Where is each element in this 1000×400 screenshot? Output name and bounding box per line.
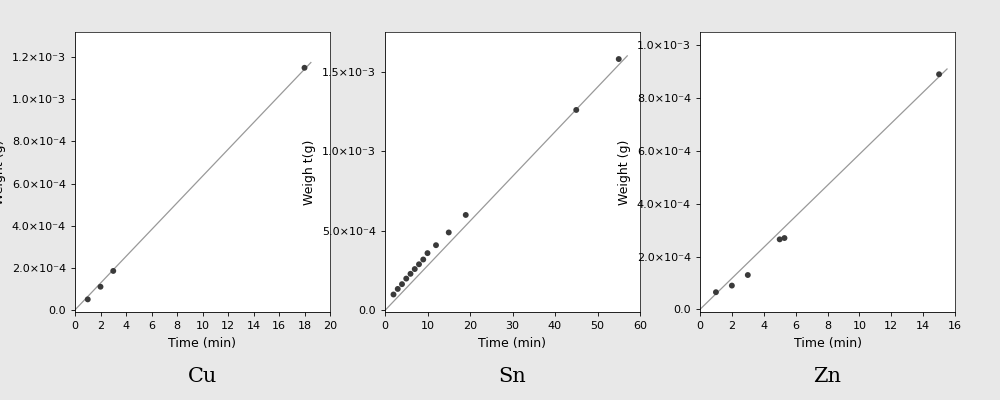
Point [708, 289, 724, 295]
Point [394, 281, 410, 287]
Point [740, 272, 756, 278]
Point [105, 268, 121, 274]
Point [568, 107, 584, 113]
Point [931, 71, 947, 78]
Point [772, 236, 788, 242]
Point [386, 291, 402, 298]
Y-axis label: Weight (g): Weight (g) [618, 139, 631, 205]
Point [407, 266, 423, 272]
Point [402, 271, 419, 277]
Point [724, 282, 740, 289]
Point [420, 250, 436, 256]
Point [398, 275, 414, 282]
X-axis label: Time (min): Time (min) [168, 336, 237, 350]
Point [80, 296, 96, 302]
Point [415, 256, 431, 263]
Point [296, 64, 312, 71]
Point [458, 212, 474, 218]
Point [441, 229, 457, 236]
Point [92, 284, 109, 290]
Text: Cu: Cu [188, 366, 217, 386]
Text: Sn: Sn [499, 366, 526, 386]
Point [390, 286, 406, 292]
Text: Zn: Zn [813, 366, 841, 386]
Point [776, 235, 792, 241]
Y-axis label: Weight (g): Weight (g) [0, 139, 6, 205]
X-axis label: Time (min): Time (min) [479, 336, 546, 350]
Point [611, 56, 627, 62]
Y-axis label: Weigh t(g): Weigh t(g) [303, 139, 316, 205]
Point [428, 242, 444, 248]
Point [411, 261, 427, 268]
X-axis label: Time (min): Time (min) [794, 336, 862, 350]
